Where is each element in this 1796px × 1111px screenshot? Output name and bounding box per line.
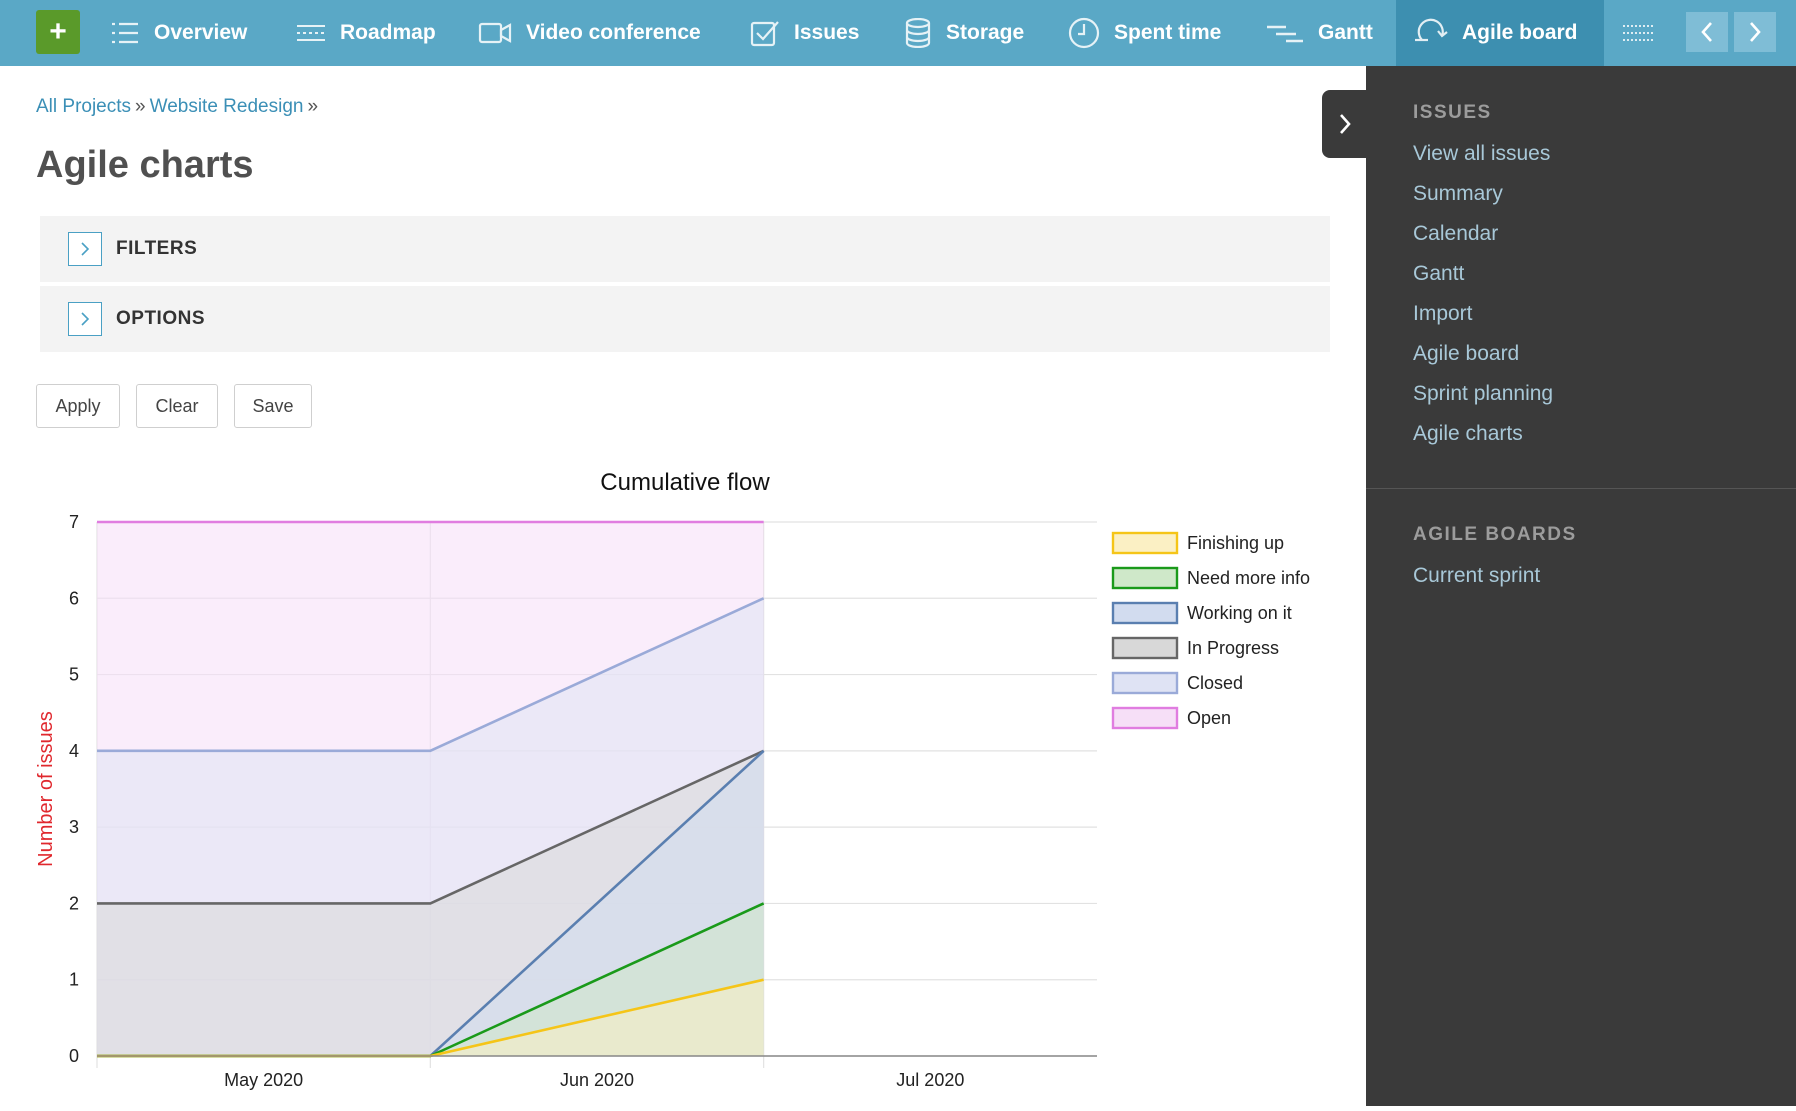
options-toggle[interactable] bbox=[68, 302, 102, 336]
nav-gantt[interactable]: Gantt bbox=[1266, 0, 1373, 66]
legend-swatch bbox=[1111, 601, 1179, 625]
breadcrumb-project[interactable]: Website Redesign bbox=[149, 96, 304, 117]
sidebar-link-import[interactable]: Import bbox=[1413, 302, 1473, 325]
video-icon bbox=[478, 22, 512, 44]
chevron-right-icon bbox=[1750, 22, 1761, 42]
breadcrumb-separator: » bbox=[307, 96, 319, 117]
list-icon bbox=[112, 22, 138, 44]
nav-overview[interactable]: Overview bbox=[110, 0, 247, 66]
nav-storage[interactable]: Storage bbox=[904, 0, 1024, 66]
chevron-right-icon bbox=[81, 312, 90, 326]
options-label: OPTIONS bbox=[116, 308, 206, 329]
y-axis-label: Number of issues bbox=[35, 711, 57, 867]
sidebar-link-agile-charts[interactable]: Agile charts bbox=[1413, 422, 1523, 445]
sidebar-link-summary[interactable]: Summary bbox=[1413, 182, 1503, 205]
clock-icon bbox=[1068, 17, 1100, 49]
legend-swatch bbox=[1111, 706, 1179, 730]
nav-storage-label: Storage bbox=[946, 21, 1025, 44]
series-line-in-progress bbox=[97, 749, 765, 905]
checkbox-icon bbox=[750, 21, 779, 47]
nav-agile-board-label: Agile board bbox=[1462, 21, 1578, 44]
y-tick-label: 6 bbox=[69, 588, 79, 608]
plus-icon: + bbox=[49, 15, 67, 48]
y-tick-label: 2 bbox=[69, 893, 79, 913]
legend-swatch bbox=[1111, 531, 1179, 555]
sidebar-divider bbox=[1366, 488, 1796, 489]
legend-label: Finishing up bbox=[1187, 533, 1284, 553]
nav-roadmap-label: Roadmap bbox=[340, 21, 436, 44]
sidebar-link-agile-board[interactable]: Agile board bbox=[1413, 342, 1520, 365]
sidebar: ISSUES View all issues Summary Calendar … bbox=[1366, 66, 1796, 1106]
breadcrumb-separator: » bbox=[135, 96, 146, 117]
sidebar-link-sprint-planning[interactable]: Sprint planning bbox=[1413, 382, 1554, 405]
x-tick-label: May 2020 bbox=[224, 1070, 303, 1090]
more-menu-icon bbox=[1623, 25, 1653, 41]
y-tick-label: 3 bbox=[69, 817, 79, 837]
series-area-finishing-up bbox=[97, 979, 764, 1056]
chevron-right-icon bbox=[1340, 114, 1351, 134]
filters-label: FILTERS bbox=[116, 238, 198, 259]
add-new-button[interactable]: + bbox=[36, 10, 80, 54]
chevron-right-icon bbox=[81, 242, 90, 256]
nav-spent-time-label: Spent time bbox=[1114, 21, 1222, 44]
nav-roadmap[interactable]: Roadmap bbox=[296, 0, 436, 66]
gantt-icon bbox=[1267, 25, 1303, 43]
series-line-closed bbox=[97, 597, 765, 753]
y-tick-label: 4 bbox=[69, 741, 79, 761]
nav-spent-time[interactable]: Spent time bbox=[1068, 0, 1221, 66]
top-navigation-bar: + Overview Roadmap Video conference Issu… bbox=[0, 0, 1796, 66]
legend-label: Working on it bbox=[1187, 603, 1292, 623]
y-tick-label: 1 bbox=[69, 970, 79, 990]
chart-svg: Cumulative flow 0 1 2 3 4 5 6 7 May 2020 Jun 2020 J… bbox=[35, 469, 1310, 1090]
save-button[interactable]: Save bbox=[234, 384, 312, 428]
chart-title: Cumulative flow bbox=[600, 469, 770, 496]
x-tick-label: Jun 2020 bbox=[560, 1070, 634, 1090]
sidebar-heading-agile-boards: AGILE BOARDS bbox=[1413, 524, 1577, 545]
y-tick-label: 5 bbox=[69, 665, 79, 685]
main-content: All Projects» Website Redesign» Agile cha… bbox=[0, 66, 1366, 1106]
page-title: Agile charts bbox=[36, 144, 254, 186]
legend-label: Closed bbox=[1187, 673, 1243, 693]
sidebar-heading-issues: ISSUES bbox=[1413, 102, 1492, 123]
legend-label: Open bbox=[1187, 708, 1231, 728]
sidebar-link-current-sprint[interactable]: Current sprint bbox=[1413, 564, 1541, 587]
sidebar-link-calendar[interactable]: Calendar bbox=[1413, 222, 1499, 245]
nav-overview-label: Overview bbox=[154, 21, 248, 44]
filters-panel[interactable]: FILTERS bbox=[40, 216, 1330, 282]
clear-button[interactable]: Clear bbox=[136, 384, 218, 428]
legend-swatch bbox=[1111, 636, 1179, 660]
legend-label: Need more info bbox=[1187, 568, 1310, 588]
roadmap-icon bbox=[297, 25, 325, 41]
filters-toggle[interactable] bbox=[68, 232, 102, 266]
legend-label: In Progress bbox=[1187, 638, 1279, 658]
nav-agile-board[interactable]: Agile board bbox=[1396, 0, 1604, 66]
nav-issues-label: Issues bbox=[794, 21, 860, 44]
y-tick-label: 7 bbox=[69, 512, 79, 532]
scroll-right-button[interactable] bbox=[1734, 12, 1776, 52]
legend-swatch bbox=[1111, 671, 1179, 695]
sidebar-link-gantt[interactable]: Gantt bbox=[1413, 262, 1465, 285]
legend-swatch bbox=[1111, 566, 1179, 590]
chevron-left-icon bbox=[1701, 22, 1712, 42]
agile-icon bbox=[1415, 18, 1448, 42]
apply-button[interactable]: Apply bbox=[36, 384, 120, 428]
cumulative-flow-chart: Cumulative flow 0 1 2 3 4 5 6 7 May 2020 Jun 2020 J… bbox=[0, 456, 1366, 1106]
x-tick-label: Jul 2020 bbox=[896, 1070, 964, 1090]
nav-issues[interactable]: Issues bbox=[750, 0, 859, 66]
nav-video-conference[interactable]: Video conference bbox=[478, 0, 701, 66]
more-menu-button[interactable] bbox=[1622, 0, 1668, 66]
nav-video-label: Video conference bbox=[526, 21, 701, 44]
sidebar-link-view-all-issues[interactable]: View all issues bbox=[1413, 142, 1551, 165]
sidebar-toggle-button[interactable] bbox=[1322, 90, 1368, 158]
y-tick-label: 0 bbox=[69, 1046, 79, 1066]
breadcrumb: All Projects» Website Redesign» bbox=[36, 96, 322, 118]
nav-gantt-label: Gantt bbox=[1318, 21, 1373, 44]
breadcrumb-all-projects[interactable]: All Projects bbox=[36, 96, 132, 117]
database-icon bbox=[905, 18, 931, 48]
scroll-left-button[interactable] bbox=[1686, 12, 1728, 52]
options-panel[interactable]: OPTIONS bbox=[40, 286, 1330, 352]
